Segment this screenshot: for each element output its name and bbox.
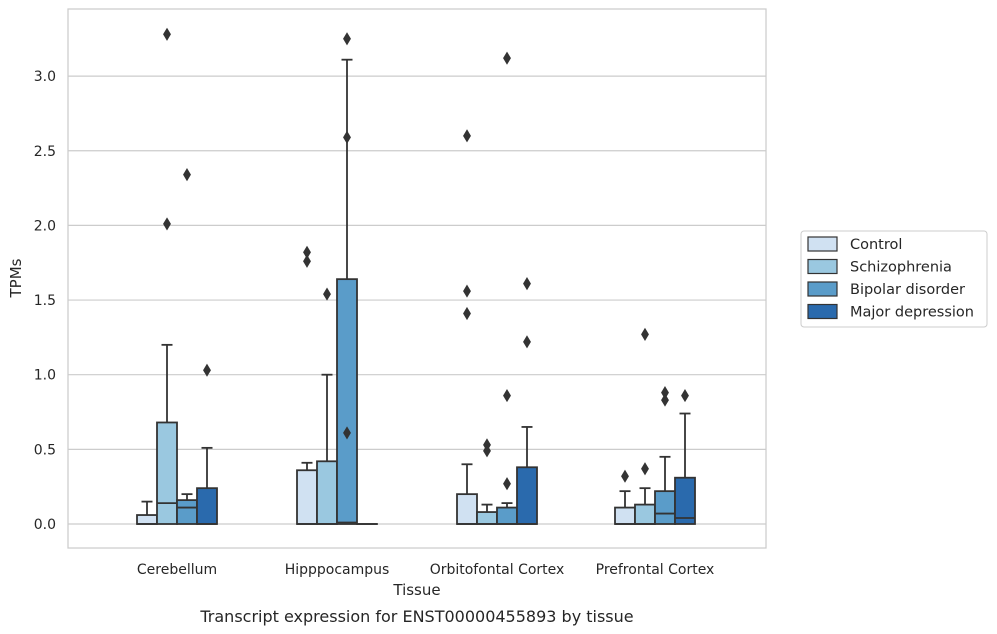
y-tick-label: 1.5 [34,293,56,309]
box-group [336,32,358,525]
box [614,506,636,525]
legend-swatch [807,236,838,252]
outlier-point [661,393,669,407]
box-group [176,168,198,525]
series-control [136,129,636,525]
box [196,487,218,525]
box-group [456,129,478,525]
box [176,499,198,525]
x-axis-label: Tissue [392,581,440,599]
outlier-point [503,51,511,65]
x-axis-ticks: Cerebellum Hipppocampus Orbitofontal Corte… [137,562,714,578]
box-group [136,500,158,525]
box [476,511,498,525]
outlier-point [523,335,531,349]
box [674,476,696,525]
box-group [156,27,178,525]
box [496,506,518,525]
box-group [614,469,636,525]
box [296,469,318,525]
outlier-point [463,284,471,298]
outlier-point [183,168,191,182]
box [634,503,656,525]
outlier-point [681,389,689,403]
x-tick-label: Prefrontal Cortex [596,562,715,578]
box-group [674,389,696,525]
figure-caption: Transcript expression for ENST0000045589… [199,607,633,626]
legend: Control Schizophrenia Bipolar disorder Majo… [800,230,988,328]
outlier-point [163,27,171,41]
y-tick-label: 0.0 [34,517,56,533]
y-axis-ticks: 0.0 0.5 1.0 1.5 2.0 2.5 3.0 [34,69,56,533]
outlier-point [483,444,491,458]
x-tick-label: Hipppocampus [285,562,390,578]
box [456,493,478,525]
y-tick-label: 0.5 [34,442,56,458]
outlier-point [163,217,171,231]
box [136,514,158,525]
plot-area-frame [67,8,767,549]
y-tick-label: 3.0 [34,69,56,85]
box-group [634,327,656,525]
box-group [196,363,218,525]
grid-lines [68,75,766,525]
outlier-point [203,363,211,377]
box-group [654,386,676,525]
box-plot-series [136,27,696,525]
outlier-point [523,277,531,291]
legend-label: Bipolar disorder [850,282,965,298]
x-tick-label: Orbitofontal Cortex [430,562,565,578]
box [156,421,178,525]
outlier-point [503,389,511,403]
box [654,490,676,525]
outlier-point [343,32,351,46]
legend-swatch [807,258,838,275]
y-tick-label: 2.0 [34,218,56,234]
y-tick-label: 2.5 [34,144,56,160]
box-group [516,277,538,525]
legend-swatch [807,281,838,297]
x-tick-label: Cerebellum [137,562,217,578]
legend-label: Schizophrenia [850,260,952,276]
legend-frame [800,230,988,328]
outlier-point [641,327,649,341]
outlier-point [303,254,311,268]
box-group [496,51,518,525]
box [316,460,338,525]
outlier-point [463,129,471,143]
y-tick-label: 1.0 [34,368,56,384]
outlier-point [621,469,629,483]
outlier-point [503,477,511,491]
outlier-point [641,462,649,476]
box [516,466,538,525]
box-group [476,438,498,525]
box-group [316,287,338,525]
outlier-point [463,306,471,321]
series-major-depression [196,277,696,525]
outlier-point [343,130,351,144]
box [336,278,358,525]
legend-swatch [807,303,838,320]
series-schizophrenia [156,27,656,525]
box-group [296,245,318,525]
legend-label: Major depression [850,305,974,321]
outlier-point [323,287,331,301]
outlier-point [343,426,351,440]
series-bipolar-disorder [176,32,676,525]
legend-label: Control [850,237,902,253]
y-axis-label: TPMs [7,258,25,298]
